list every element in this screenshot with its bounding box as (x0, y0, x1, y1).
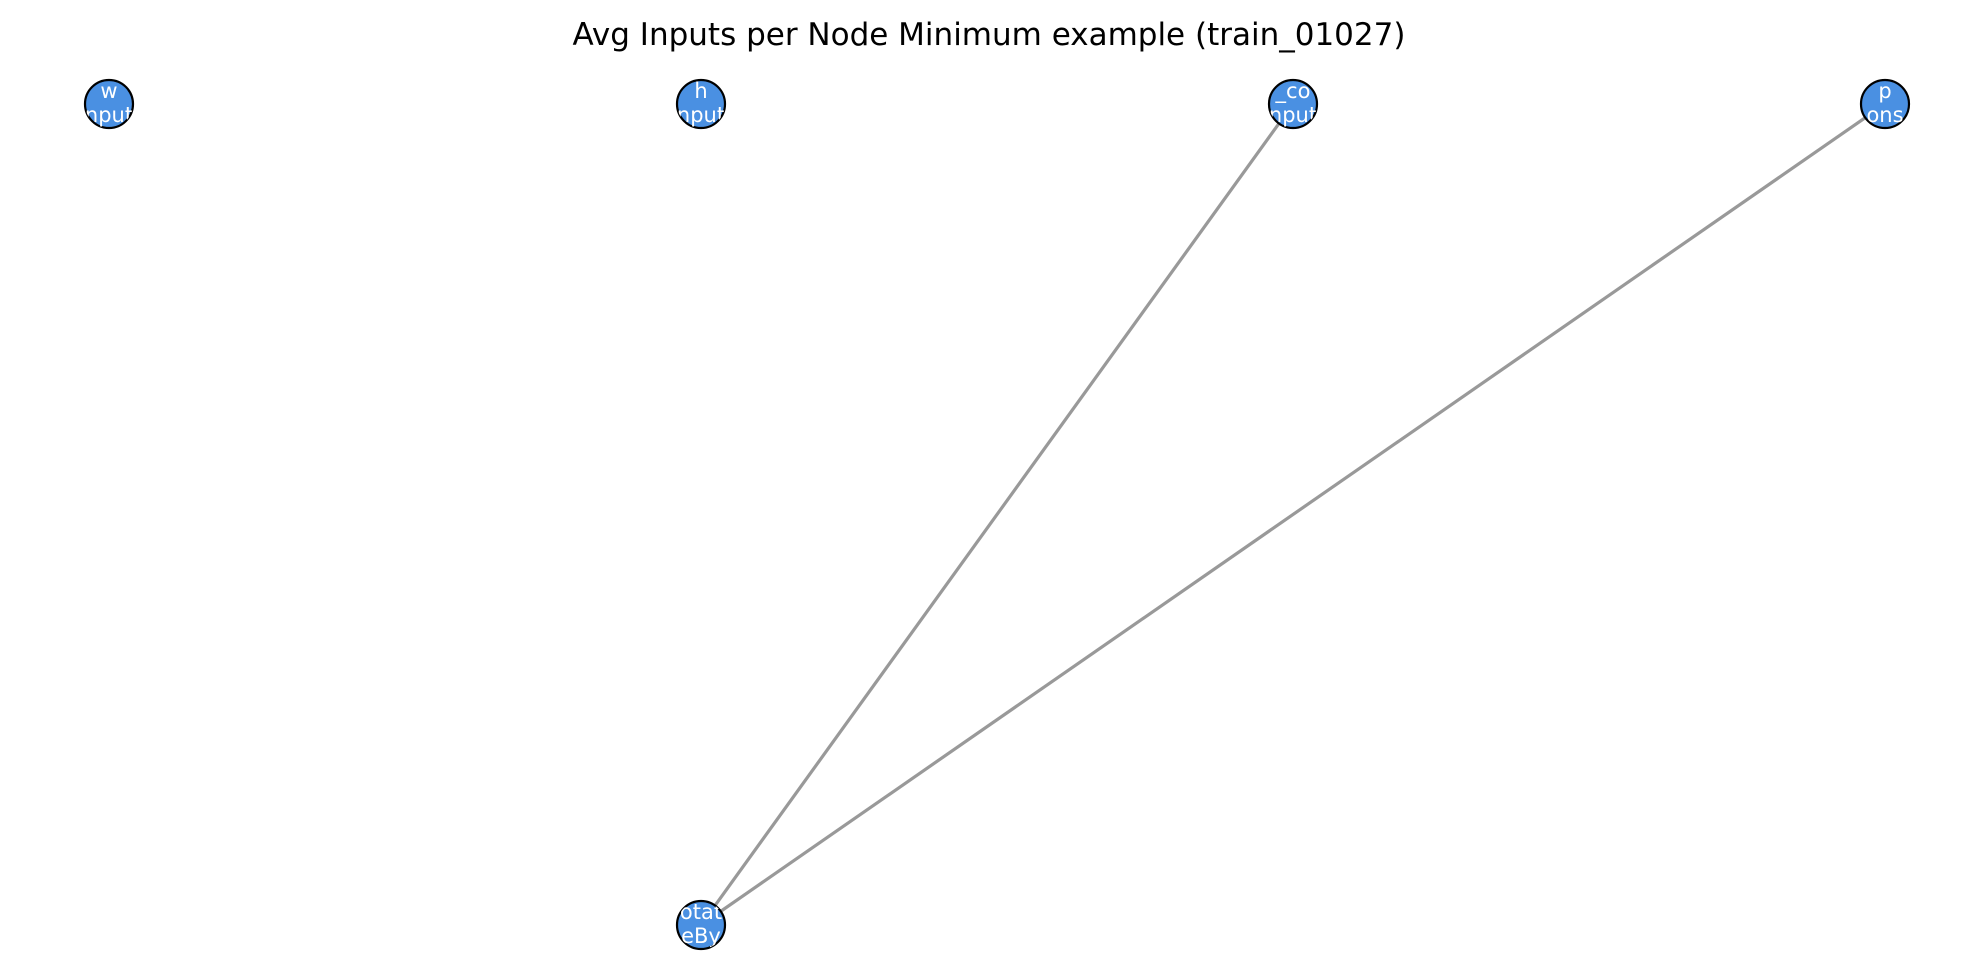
node-label-line2: nput (677, 103, 725, 127)
node-circle (1267, 78, 1319, 130)
edge-layer (699, 102, 1886, 927)
node-circle (675, 78, 727, 130)
edge-x_co-to-rotate (699, 103, 1295, 926)
node-circle (675, 899, 727, 951)
node-circle (83, 78, 135, 130)
node-label-line2: eBy (681, 924, 721, 948)
edge-p-to-rotate (700, 102, 1886, 927)
node-label-line2: nput (1269, 103, 1317, 127)
node-label-line1: h (694, 79, 707, 103)
diagram-title: Avg Inputs per Node Minimum example (tra… (573, 17, 1406, 53)
node-label-line2: ons (1866, 103, 1903, 127)
node-circle (1859, 78, 1911, 130)
node-label-line1: _co (1275, 79, 1311, 104)
node-label-line1: p (1878, 79, 1891, 103)
node-label-line1: otat (680, 900, 722, 924)
node-label-line1: w (100, 79, 117, 103)
node-label-line2: nput (85, 103, 133, 127)
